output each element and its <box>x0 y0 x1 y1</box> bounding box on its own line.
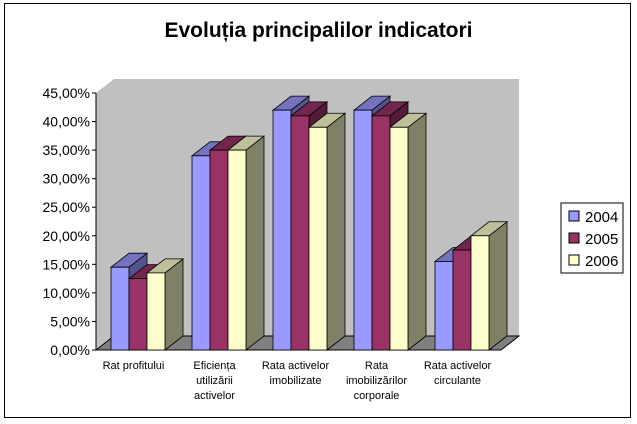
y-tick-label: 35,00% <box>43 142 90 158</box>
x-category-label: circulante <box>434 375 481 387</box>
legend-swatch-2006 <box>568 254 580 266</box>
x-category-label: corporale <box>354 390 400 402</box>
y-tick-label: 45,00% <box>43 85 90 101</box>
bar-2005-0 <box>128 278 148 351</box>
bar-2004-4 <box>434 261 454 351</box>
bar-2004-3 <box>353 109 373 351</box>
y-tick-label: 10,00% <box>43 285 90 301</box>
y-tick-label: 20,00% <box>43 228 90 244</box>
x-category-label: Rata <box>365 360 389 372</box>
x-category-label: imobilizărilor <box>346 375 407 387</box>
y-tick-label: 30,00% <box>43 171 90 187</box>
x-category-label: imobilizate <box>270 375 322 387</box>
y-tick-label: 5,00% <box>50 313 90 329</box>
x-category-label: Eficiența <box>193 360 236 372</box>
x-category-label: utilizării <box>196 375 233 387</box>
bar-side <box>164 258 184 351</box>
bar-side <box>245 135 265 351</box>
bar-2006-0 <box>146 272 166 351</box>
legend-swatch-2004 <box>568 210 580 222</box>
bar-2005-2 <box>290 115 310 351</box>
bar-2006-3 <box>389 126 409 351</box>
x-category-label: Rata activelor <box>424 360 492 372</box>
chart-title: Evoluția principalilor indicatori <box>164 19 473 42</box>
bar-2006-1 <box>227 149 247 351</box>
legend-swatch-2005 <box>568 232 580 244</box>
bar-side <box>407 112 427 351</box>
bar-side <box>326 112 346 351</box>
side-wall <box>96 79 114 350</box>
bar-2004-1 <box>191 155 211 351</box>
bar-2006-2 <box>308 126 328 351</box>
bar-2004-2 <box>272 109 292 351</box>
bar-side <box>488 220 508 351</box>
bar-2005-4 <box>452 249 472 351</box>
bar-2006-4 <box>470 235 490 351</box>
legend-label-2005: 2005 <box>585 231 618 248</box>
x-category-label: activelor <box>194 390 235 402</box>
y-tick-label: 0,00% <box>50 342 90 358</box>
y-tick-label: 40,00% <box>43 114 90 130</box>
bar-2005-1 <box>209 149 229 351</box>
legend-label-2004: 2004 <box>585 209 618 226</box>
y-tick-label: 15,00% <box>43 256 90 272</box>
bar-2004-0 <box>110 266 130 351</box>
x-category-label: Rata activelor <box>262 360 330 372</box>
bar-2005-3 <box>371 115 391 351</box>
legend-label-2006: 2006 <box>585 253 618 270</box>
y-tick-label: 25,00% <box>43 199 90 215</box>
x-category-label: Rat profitului <box>103 360 165 372</box>
